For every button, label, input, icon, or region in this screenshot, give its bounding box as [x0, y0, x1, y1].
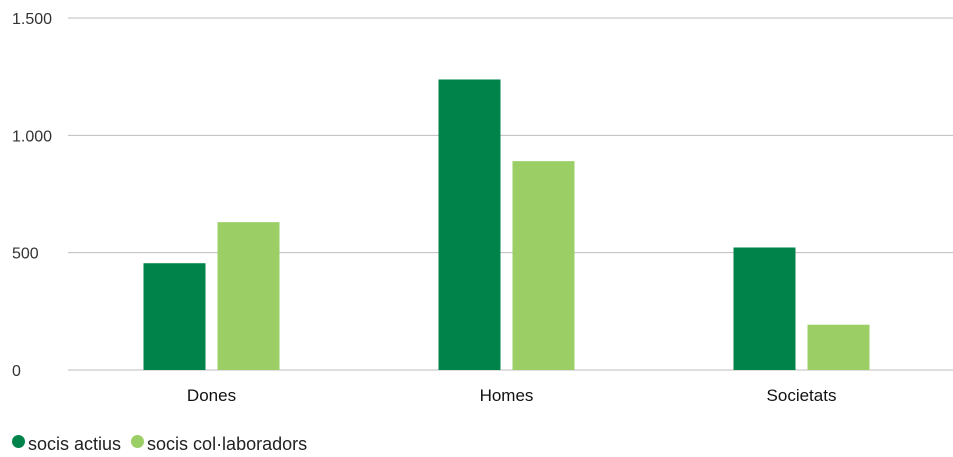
legend-item-socis-actius: socis actius — [12, 434, 121, 455]
legend-swatch-socis-actius — [12, 435, 25, 448]
gridlines — [68, 17, 953, 371]
bar-societats-series-0 — [733, 247, 796, 370]
x-axis-labels: Dones Homes Societats — [187, 386, 837, 405]
legend-swatch-socis-collaboradors — [131, 435, 145, 448]
y-tick-label: 0 — [12, 363, 21, 380]
y-tick-label: 1.500 — [12, 11, 52, 28]
y-tick-label: 500 — [12, 246, 39, 263]
legend-item-socis-collaboradors: socis col·laboradors — [131, 434, 307, 455]
y-axis-ticks: 0 500 1.000 1.500 — [12, 11, 52, 380]
legend-label-socis-actius: socis actius — [28, 434, 122, 454]
x-tick-label-dones: Dones — [187, 386, 236, 405]
x-tick-label-homes: Homes — [480, 386, 534, 405]
bars — [143, 79, 870, 370]
bar-homes-series-0 — [438, 79, 501, 370]
bar-societats-series-1 — [807, 324, 870, 370]
y-tick-label: 1.000 — [12, 128, 52, 145]
x-tick-label-societats: Societats — [767, 386, 837, 405]
legend-label-socis-collaboradors: socis col·laboradors — [147, 434, 308, 454]
bar-dones-series-1 — [217, 222, 280, 370]
bar-homes-series-1 — [512, 161, 575, 370]
bar-dones-series-0 — [143, 263, 206, 370]
bar-chart: 0 500 1.000 1.500 Dones Homes Societats — [12, 11, 953, 405]
legend: socis actius socis col·laboradors — [12, 434, 317, 455]
